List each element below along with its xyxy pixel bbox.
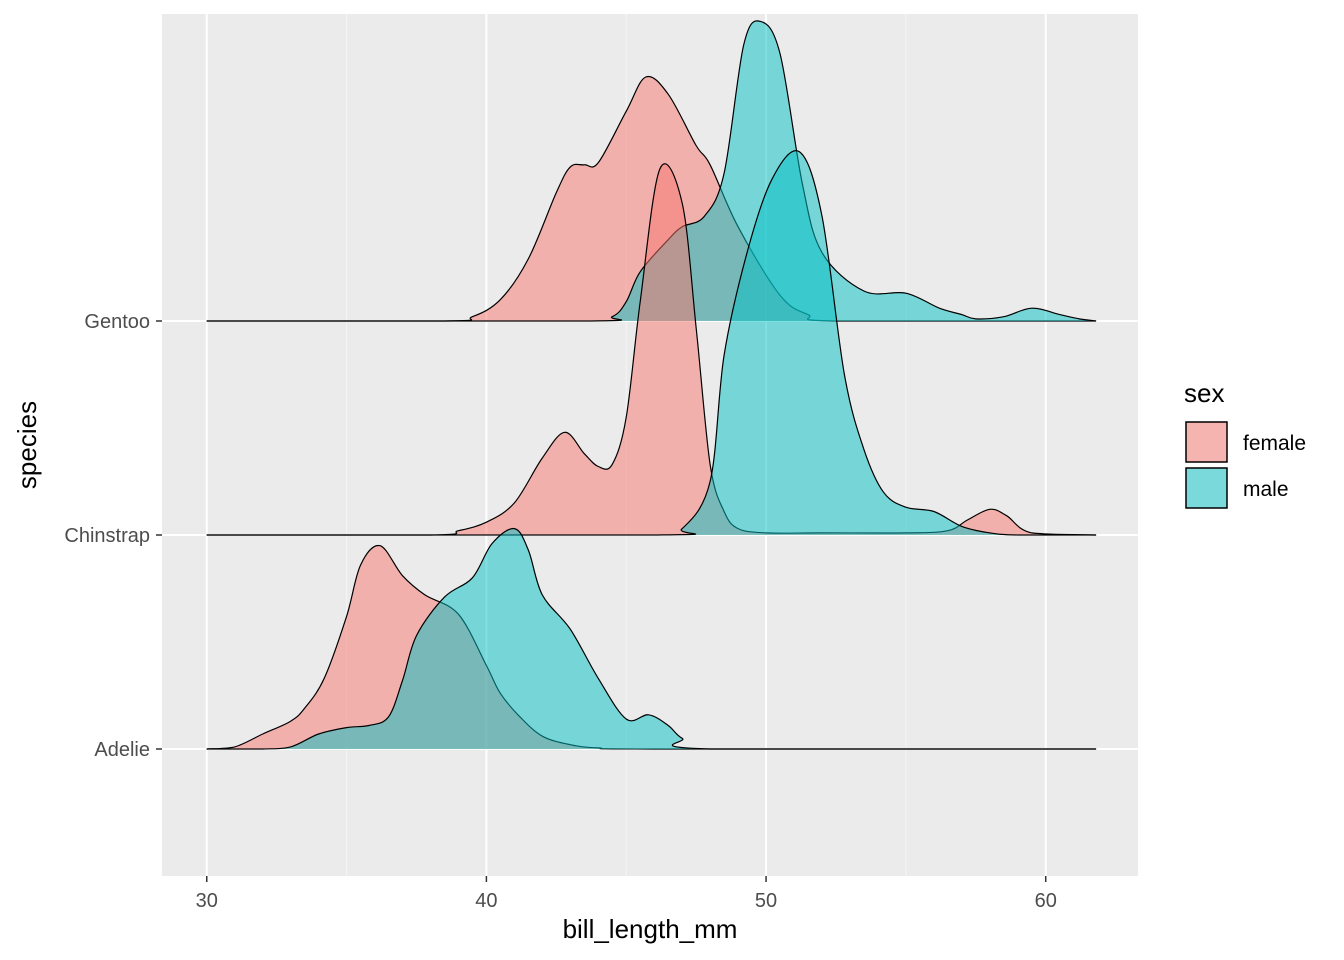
y-tick-label: Adelie: [94, 739, 150, 761]
density-ridges: [206, 20, 1097, 750]
legend: sex female male: [1184, 378, 1306, 509]
ridge-outline-adelie-male: [206, 527, 1097, 750]
x-tick-label: 60: [1035, 890, 1057, 912]
legend-swatch-female: [1185, 421, 1228, 463]
x-tick-label: 50: [755, 890, 777, 912]
x-tick-label: 40: [475, 890, 497, 912]
y-axis-title: species: [12, 401, 42, 489]
x-axis: 30 40 50 60: [196, 876, 1057, 912]
legend-label-male: male: [1243, 478, 1289, 501]
y-axis: Adelie Chinstrap Gentoo: [64, 311, 162, 761]
ridge-adelie-male: [206, 528, 1097, 749]
y-tick-label: Chinstrap: [64, 525, 150, 547]
legend-items: female male: [1185, 421, 1306, 509]
ridge-chinstrap-female: [206, 163, 1097, 535]
x-axis-title: bill_length_mm: [563, 914, 738, 944]
legend-swatch-male: [1185, 467, 1228, 509]
legend-label-female: female: [1243, 432, 1306, 455]
ridge-gentoo-female: [206, 76, 1097, 321]
ridge-outline-chinstrap-male: [206, 150, 1097, 536]
y-tick-label: Gentoo: [84, 311, 150, 333]
ridge-outline-gentoo-male: [206, 20, 1097, 322]
x-tick-label: 30: [196, 890, 218, 912]
legend-title: sex: [1184, 378, 1224, 408]
